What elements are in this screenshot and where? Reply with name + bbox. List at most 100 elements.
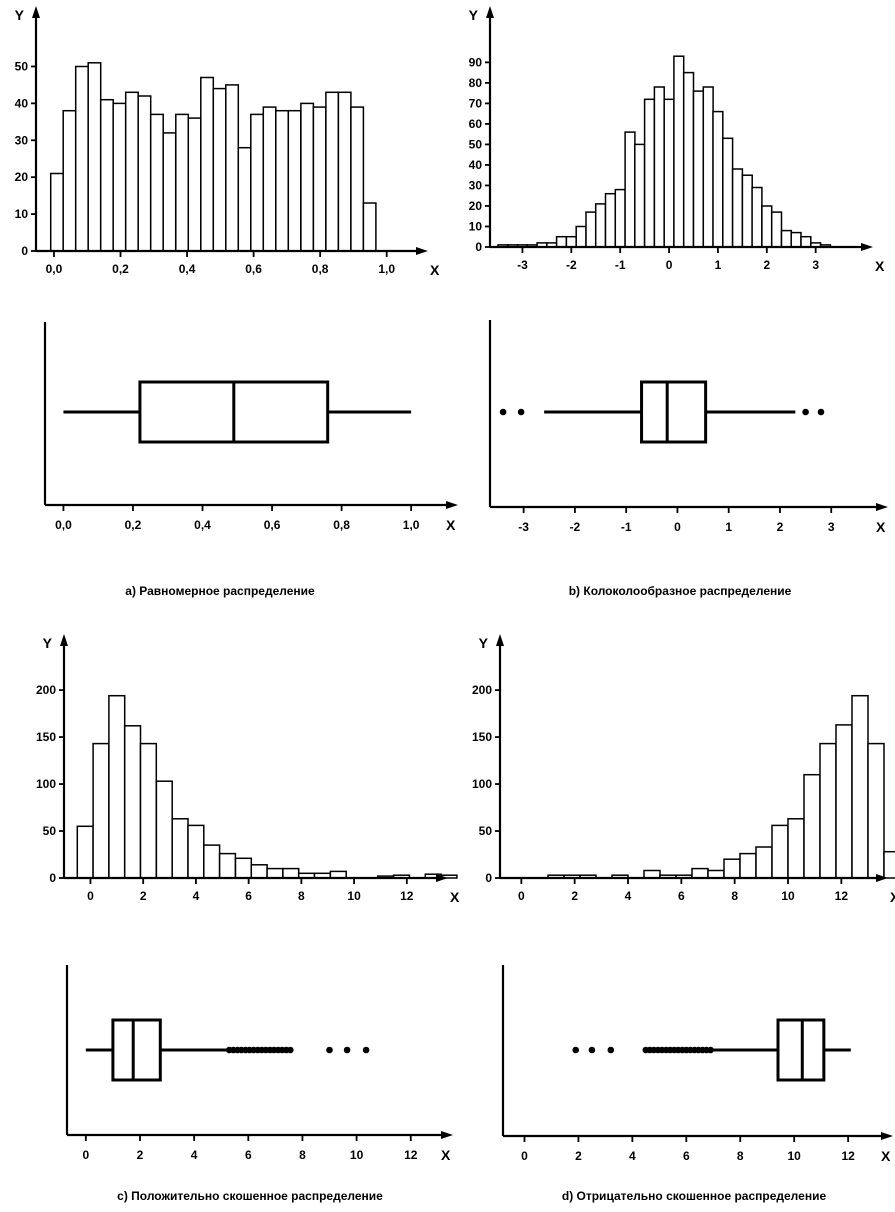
box-c-x-axis-label: X [441,1147,451,1163]
box-d-x-tick-label: 12 [841,1149,855,1163]
hist-d-x-axis-arrow [876,874,888,882]
hist-a-bar [237,146,252,252]
hist-a-bar [275,109,290,252]
hist-b-bar [800,235,812,248]
box-c-x-tick-label: 10 [350,1148,364,1162]
box-a-x-tick-label: 0,4 [194,518,211,532]
hist-d-x-tick-label: 8 [731,889,738,903]
hist-a-bar [262,106,277,252]
box-b-x-tick-label: -3 [518,520,529,534]
box-d-x-axis-arrow [881,1132,893,1140]
box-b-x-tick-label: 3 [828,520,835,534]
hist-b-y-tick-label: 0 [475,240,482,254]
hist-b-y-tick-label: 90 [469,55,483,69]
hist-a-bar [312,106,327,252]
hist-b-bar [761,205,773,248]
hist-a-bar [175,113,190,252]
box-b-x-axis-label: X [876,519,886,535]
box-a-x-tick-label: 0,8 [333,518,350,532]
hist-d-bar [723,858,741,879]
hist-b-bar [585,211,597,248]
box-c-x-tick-label: 12 [404,1148,418,1162]
hist-b-bar [565,235,577,248]
hist-d-bar [739,852,757,879]
hist-c-bar [250,864,268,879]
hist-a-bar [87,62,102,252]
hist-b-bar [731,168,744,248]
hist-b-bar [692,90,705,248]
hist-b-bar [682,71,695,248]
box-c-outlier [343,1046,351,1054]
caption-a: а) Равномерное распределение [125,584,315,598]
hist-c-x-axis-arrow [436,874,448,882]
hist-d-bar [707,869,725,879]
hist-b-y-tick-label: 60 [469,117,483,131]
hist-a-x-tick-label: 0,6 [245,262,262,276]
hist-d-x-tick-label: 10 [781,889,795,903]
hist-a-y-tick-label: 10 [15,207,29,221]
hist-b-bar [770,211,783,248]
box-b-outlier [802,408,809,416]
box-c-iqr-box [111,1018,162,1082]
hist-d-y-axis-label: Y [479,635,489,651]
hist-a-bar [300,102,315,252]
hist-b-x-tick-label: -2 [566,258,577,272]
box-b-x-tick-label: -2 [570,520,581,534]
hist-a-y-tick-label: 50 [15,59,29,73]
box-c-x-tick-label: 0 [82,1148,89,1162]
hist-d-x-tick-label: 6 [678,889,685,903]
box-b-outlier [517,408,525,416]
hist-a-y-axis-label: Y [15,7,25,23]
hist-b-y-tick-label: 20 [469,199,483,213]
hist-d-y-tick-label: 200 [472,683,492,697]
hist-d-bar [787,818,805,879]
box-b-x-tick-label: 1 [725,520,732,534]
hist-b-x-axis-label: X [875,258,885,274]
box-b-x-tick-label: 2 [777,520,784,534]
hist-c-bar [266,867,284,879]
box-d-x-tick-label: 6 [683,1149,690,1163]
hist-c-bar [123,725,142,879]
hist-a-bar [200,76,215,252]
box-d-x-tick-label: 4 [629,1149,636,1163]
box-c-x-tick-label: 2 [137,1148,144,1162]
hist-c-bar [139,742,158,879]
hist-a-bar [62,109,77,252]
hist-a-bar [137,95,152,252]
hist-a-y-axis-arrow [32,6,40,18]
hist-c-x-axis-label: X [450,889,460,905]
hist-c-bar [108,694,126,879]
hist-c-y-tick-label: 200 [36,683,56,697]
hist-d-x-axis-label: X [890,889,895,905]
box-d-outlier [588,1046,596,1054]
hist-d-bar [691,867,709,879]
hist-b-x-tick-label: 2 [763,258,770,272]
box-a-x-axis-label: X [446,517,456,533]
box-a-x-tick-label: 0,2 [125,518,142,532]
caption-b: b) Колоколообразное распределение [569,584,792,598]
hist-b-bar [741,174,753,248]
hist-d-bar [643,869,661,879]
hist-a-x-tick-label: 0,0 [46,262,63,276]
hist-b-x-axis-arrow [861,243,873,251]
box-a-x-tick-label: 0,0 [55,518,72,532]
hist-a-bar [337,91,352,252]
box-d-x-tick-label: 8 [737,1149,744,1163]
hist-b-bar [634,143,646,248]
hist-d-x-tick-label: 2 [571,889,578,903]
hist-d-y-tick-label: 50 [479,824,493,838]
hist-b-bar [555,235,568,248]
caption-d: d) Отрицательно скошенное распределение [562,1189,827,1203]
hist-c-y-tick-label: 100 [36,777,56,791]
hist-b-bar [575,225,587,248]
hist-a-x-axis-label: X [430,262,440,278]
hist-c-bar [282,867,300,879]
hist-b-bar [643,98,656,248]
box-b-outlier [817,408,825,416]
hist-a-bar [49,172,64,252]
hist-d-bar [851,694,869,879]
hist-c-y-axis-label: Y [43,635,53,651]
hist-d-y-axis-arrow [496,634,504,646]
hist-d-y-tick-label: 0 [485,871,492,885]
box-c-outlier [362,1046,370,1054]
